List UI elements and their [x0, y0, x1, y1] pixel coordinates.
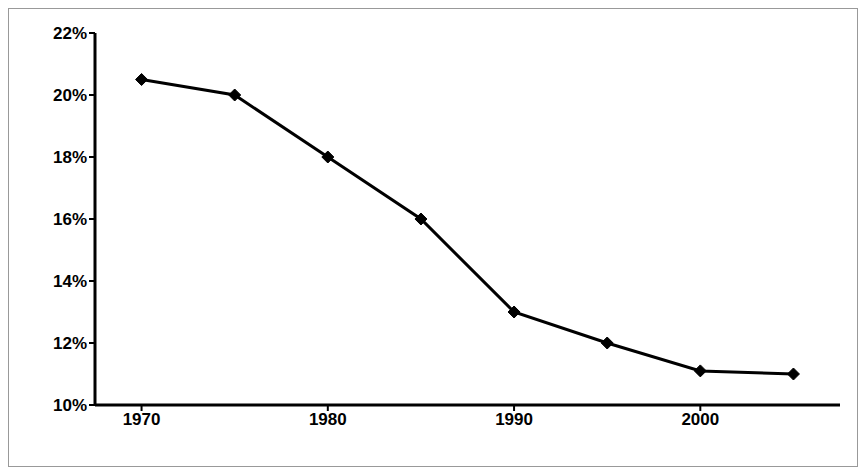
svg-text:1980: 1980	[309, 410, 347, 429]
svg-text:22%: 22%	[53, 24, 87, 43]
svg-text:1970: 1970	[123, 410, 161, 429]
svg-text:10%: 10%	[53, 396, 87, 415]
svg-text:20%: 20%	[53, 86, 87, 105]
svg-text:12%: 12%	[53, 334, 87, 353]
svg-text:14%: 14%	[53, 272, 87, 291]
svg-text:18%: 18%	[53, 148, 87, 167]
svg-text:2000: 2000	[681, 410, 719, 429]
svg-text:1990: 1990	[495, 410, 533, 429]
svg-text:16%: 16%	[53, 210, 87, 229]
